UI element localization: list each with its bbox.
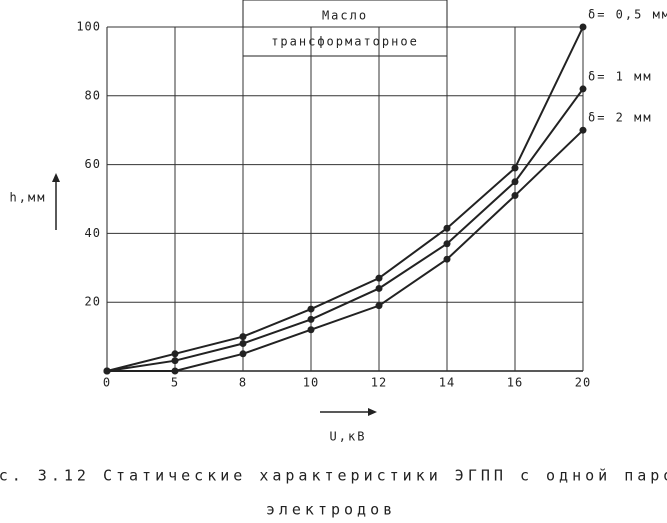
data-point (511, 178, 519, 186)
x-tick-label: 5 (171, 376, 179, 390)
x-axis-label: U,кВ (330, 430, 367, 444)
data-point (171, 350, 179, 358)
data-point (511, 192, 519, 200)
data-point (375, 274, 383, 282)
x-tick-label: 16 (507, 376, 523, 390)
y-arrow-head (52, 173, 60, 182)
data-point (239, 350, 247, 358)
data-point (579, 126, 587, 134)
series-label: δ= 0,5 мм (588, 8, 667, 22)
data-point (579, 23, 587, 31)
x-tick-label: 14 (439, 376, 455, 390)
y-tick-label: 100 (76, 20, 101, 34)
series-line (106, 88, 584, 372)
data-point (511, 164, 519, 172)
data-point (171, 357, 179, 365)
data-point (307, 305, 315, 313)
data-point (171, 367, 179, 375)
data-point (375, 302, 383, 310)
x-tick-label: 8 (239, 376, 247, 390)
data-point (443, 255, 451, 263)
x-tick-label: 10 (303, 376, 319, 390)
data-point (307, 315, 315, 323)
y-axis-label: h,мм (10, 191, 47, 205)
series-line (106, 26, 584, 372)
data-point (239, 339, 247, 347)
data-point (307, 326, 315, 334)
y-tick-label: 60 (85, 157, 101, 171)
data-point (239, 333, 247, 341)
y-tick-label: 40 (85, 226, 101, 240)
series-label: δ= 1 мм (588, 69, 653, 83)
series-line (107, 129, 584, 372)
y-tick-label: 80 (85, 88, 101, 102)
data-point (375, 284, 383, 292)
title-box (242, 0, 448, 57)
x-tick-label: 12 (371, 376, 387, 390)
y-tick-label: 20 (85, 295, 101, 309)
chart-title: Масло (322, 9, 368, 23)
x-arrow-head (368, 408, 377, 416)
caption: Рис. 3.12 Статические характеристики ЭГП… (0, 467, 667, 485)
data-point (579, 85, 587, 93)
data-point (443, 224, 451, 232)
series-label: δ= 2 мм (588, 111, 653, 125)
x-tick-label: 0 (103, 376, 111, 390)
data-point (443, 240, 451, 248)
chart-title: трансформаторное (271, 35, 419, 49)
caption: электродов (266, 501, 396, 519)
x-tick-label: 20 (575, 376, 591, 390)
data-point (103, 367, 111, 375)
